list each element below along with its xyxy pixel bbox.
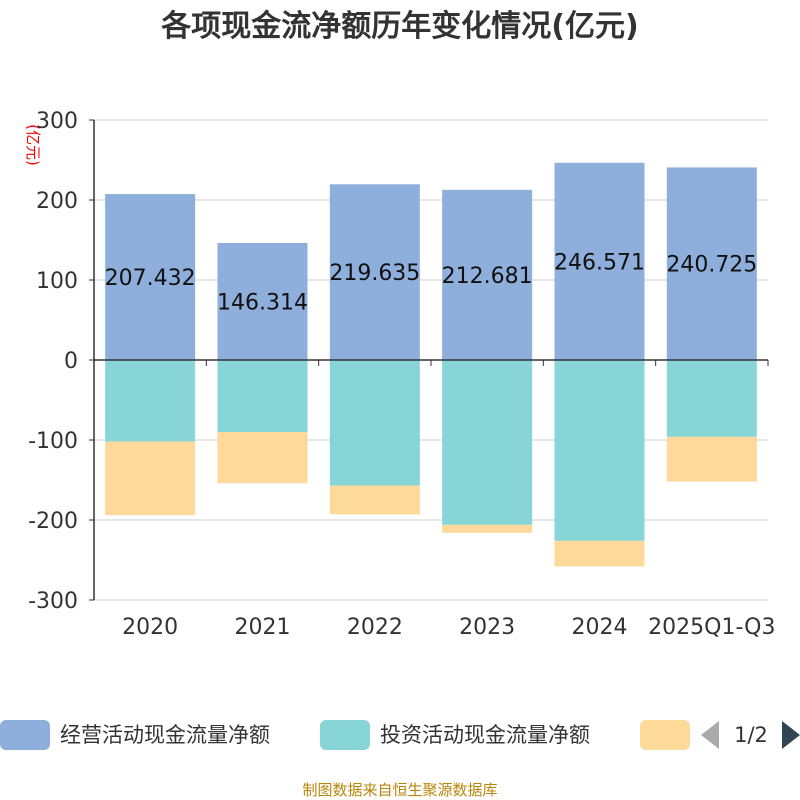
y-tick-label: -200 <box>28 509 78 534</box>
legend-prev-page-icon[interactable] <box>701 721 719 749</box>
x-tick-label: 2024 <box>572 615 628 640</box>
y-tick-label: -300 <box>28 589 78 614</box>
bar-series-0-2023[interactable] <box>442 189 533 360</box>
bar-series-1-2020[interactable] <box>105 360 196 442</box>
data-label-2023: 212.681 <box>442 264 533 289</box>
bar-series-2-2022[interactable] <box>329 485 420 515</box>
legend-next-page-icon[interactable] <box>782 721 800 749</box>
legend-label: 经营活动现金流量净额 <box>60 723 270 747</box>
bar-series-1-2024[interactable] <box>554 360 645 541</box>
legend-page-indicator: 1/2 <box>734 723 768 747</box>
data-label-2025Q1-Q3: 240.725 <box>666 253 757 278</box>
y-tick-label: 300 <box>36 109 78 134</box>
legend-item-1[interactable]: 投资活动现金流量净额 <box>320 720 590 750</box>
data-label-2021: 146.314 <box>217 290 308 315</box>
bar-series-1-2022[interactable] <box>329 360 420 486</box>
y-axis-unit: (亿元) <box>24 124 42 166</box>
legend-label: 投资活动现金流量净额 <box>380 723 590 747</box>
axes: 300 200 100 0 -100 -200 -300 2020 2021 2022 2023 20… <box>28 109 775 640</box>
bar-series-0-2021[interactable] <box>217 242 308 360</box>
bar-series-2-2020[interactable] <box>105 441 196 516</box>
x-tick-label: 2025Q1-Q3 <box>648 615 775 640</box>
data-label-2024: 246.571 <box>554 250 645 275</box>
x-tick-label: 2023 <box>459 615 515 640</box>
bar-series-2-2021[interactable] <box>217 432 308 484</box>
legend-item-2[interactable] <box>640 720 690 750</box>
bar-series-1-2021[interactable] <box>217 360 308 432</box>
bar-series-2-2025Q1-Q3[interactable] <box>666 436 757 482</box>
legend-swatch <box>0 720 50 750</box>
x-tick-label: 2020 <box>122 615 178 640</box>
y-tick-label: 0 <box>64 349 78 374</box>
legend-swatch <box>640 720 690 750</box>
legend: 经营活动现金流量净额 投资活动现金流量净额 1/2 <box>0 720 800 750</box>
data-label-2022: 219.635 <box>329 261 420 286</box>
chart-title: 各项现金流净额历年变化情况(亿元) <box>160 9 638 44</box>
bar-series-0-2020[interactable] <box>105 194 196 360</box>
data-labels: 207.432 146.314 219.635 212.681 246.571 240.7… <box>105 250 758 315</box>
legend-item-0[interactable]: 经营活动现金流量净额 <box>0 720 270 750</box>
bar-series-0-2024[interactable] <box>554 162 645 360</box>
bar-series-0-2022[interactable] <box>329 184 420 360</box>
bar-series-1-2023[interactable] <box>442 360 533 525</box>
bars <box>105 162 757 567</box>
bar-series-0-2025Q1-Q3[interactable] <box>666 167 757 360</box>
y-tick-label: 100 <box>36 269 78 294</box>
y-tick-label: 200 <box>36 189 78 214</box>
data-source: 制图数据来自恒生聚源数据库 <box>302 781 497 799</box>
bar-series-2-2024[interactable] <box>554 540 645 567</box>
x-tick-label: 2021 <box>235 615 291 640</box>
legend-swatch <box>320 720 370 750</box>
y-tick-label: -100 <box>28 429 78 454</box>
bar-series-1-2025Q1-Q3[interactable] <box>666 360 757 437</box>
x-tick-label: 2022 <box>347 615 403 640</box>
bar-series-2-2023[interactable] <box>442 524 533 533</box>
grid-lines <box>94 119 768 601</box>
data-label-2020: 207.432 <box>105 266 196 291</box>
